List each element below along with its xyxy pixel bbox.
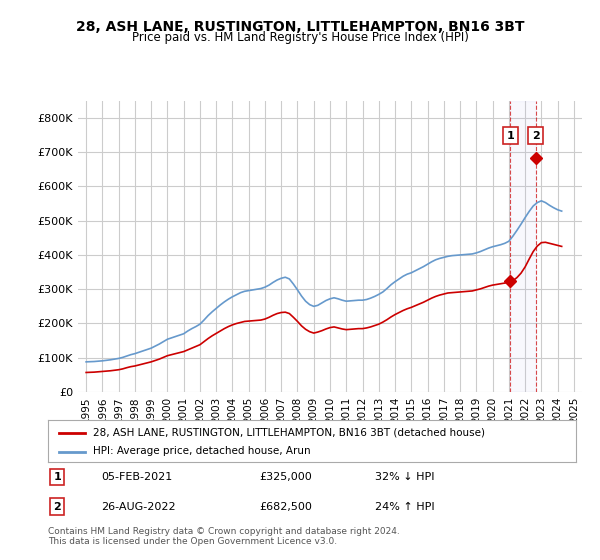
Text: 32% ↓ HPI: 32% ↓ HPI — [376, 472, 435, 482]
Text: 05-FEB-2021: 05-FEB-2021 — [101, 472, 172, 482]
Text: 28, ASH LANE, RUSTINGTON, LITTLEHAMPTON, BN16 3BT (detached house): 28, ASH LANE, RUSTINGTON, LITTLEHAMPTON,… — [93, 428, 485, 437]
Text: Contains HM Land Registry data © Crown copyright and database right 2024.
This d: Contains HM Land Registry data © Crown c… — [48, 526, 400, 546]
Text: 28, ASH LANE, RUSTINGTON, LITTLEHAMPTON, BN16 3BT: 28, ASH LANE, RUSTINGTON, LITTLEHAMPTON,… — [76, 20, 524, 34]
Bar — [511, 101, 536, 392]
Text: £682,500: £682,500 — [259, 502, 312, 512]
Text: 2: 2 — [532, 130, 539, 141]
Text: 1: 1 — [506, 130, 514, 141]
Text: 26-AUG-2022: 26-AUG-2022 — [101, 502, 175, 512]
Text: HPI: Average price, detached house, Arun: HPI: Average price, detached house, Arun — [93, 446, 311, 456]
Text: 1: 1 — [53, 472, 61, 482]
Text: 24% ↑ HPI: 24% ↑ HPI — [376, 502, 435, 512]
Text: Price paid vs. HM Land Registry's House Price Index (HPI): Price paid vs. HM Land Registry's House … — [131, 31, 469, 44]
Text: 2: 2 — [53, 502, 61, 512]
Text: £325,000: £325,000 — [259, 472, 312, 482]
